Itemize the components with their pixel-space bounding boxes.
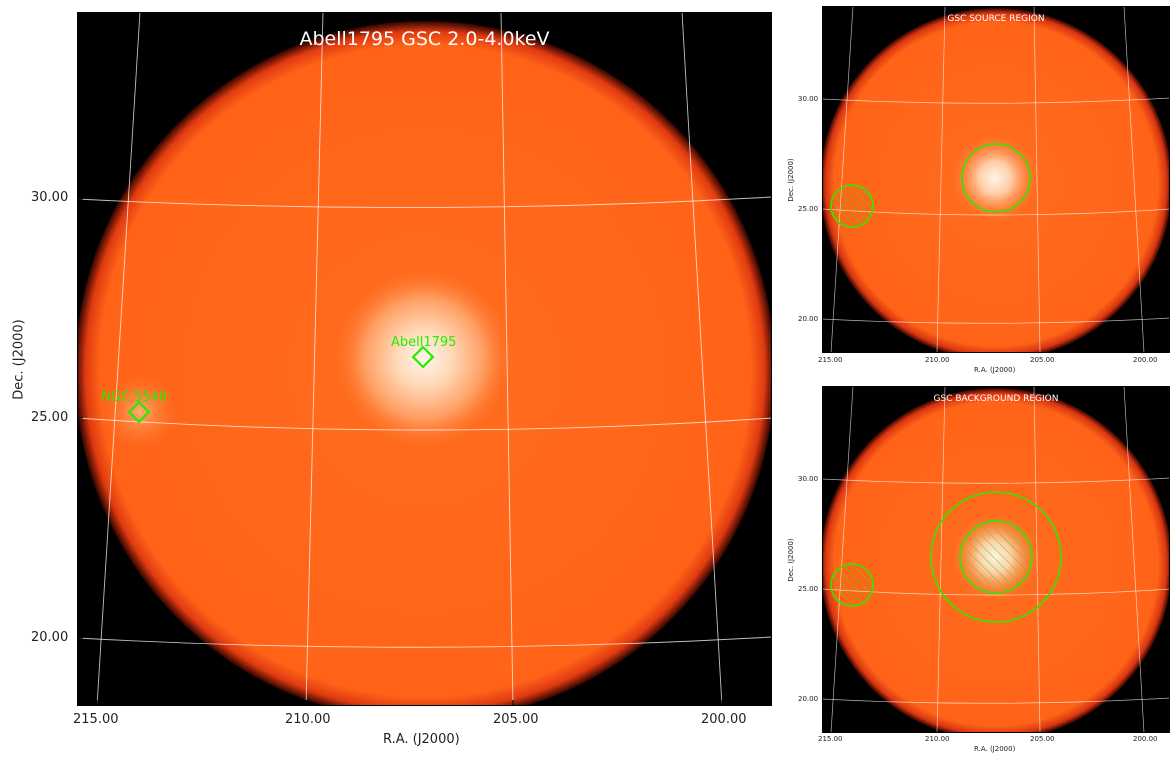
marker-label-abell1795: Abell1795 — [391, 335, 457, 350]
source-region-panel: GSC SOURCE REGION — [822, 6, 1170, 353]
source-y-axis-label: Dec. (J2000) — [787, 158, 795, 202]
source-x-tick-200: 200.00 — [1133, 356, 1158, 364]
background-panel-title: GSC BACKGROUND REGION — [933, 394, 1059, 404]
background-region-panel: GSC BACKGROUND REGION — [822, 386, 1170, 733]
main-title: Abell1795 GSC 2.0-4.0keV — [299, 28, 550, 50]
main-x-tick-215: 215.00 — [73, 712, 119, 727]
background-y-tick-20: 20.00 — [798, 695, 819, 703]
background-y-tick-25: 25.00 — [798, 585, 819, 593]
background-x-tick-205: 205.00 — [1030, 735, 1055, 743]
background-x-tick-215: 215.00 — [818, 735, 843, 743]
coordinate-grid — [77, 12, 772, 706]
background-x-tick-200: 200.00 — [1133, 735, 1158, 743]
source-x-tick-215: 215.00 — [818, 356, 843, 364]
source-x-tick-205: 205.00 — [1030, 356, 1055, 364]
main-y-tick-25: 25.00 — [31, 410, 69, 425]
source-y-tick-25: 25.00 — [798, 205, 819, 213]
background-y-axis-label: Dec. (J2000) — [787, 538, 795, 582]
main-y-tick-20: 20.00 — [31, 630, 69, 645]
background-sky-map — [822, 386, 1170, 733]
excluded-point-source-circle[interactable] — [830, 184, 874, 228]
source-region-circle[interactable] — [961, 143, 1031, 213]
main-x-tick-205: 205.00 — [493, 712, 539, 727]
main-image-panel: Abell1795 GSC 2.0-4.0keV Abell1795 NGC 5… — [77, 12, 772, 706]
marker-abell1795[interactable] — [411, 345, 435, 369]
excluded-point-source-circle[interactable] — [830, 563, 874, 607]
background-frame — [822, 386, 1170, 733]
background-annulus-outer[interactable] — [930, 491, 1062, 623]
main-x-tick-210: 210.00 — [285, 712, 331, 727]
source-x-axis-label: R.A. (J2000) — [974, 366, 1016, 374]
source-panel-title: GSC SOURCE REGION — [947, 14, 1045, 24]
source-x-tick-210: 210.00 — [925, 356, 950, 364]
source-frame — [822, 6, 1170, 353]
marker-ngc5548[interactable] — [127, 400, 151, 424]
background-x-axis-label: R.A. (J2000) — [974, 745, 1016, 753]
main-y-axis-label: Dec. (J2000) — [11, 319, 27, 400]
cluster-emission — [332, 266, 516, 450]
source-y-tick-20: 20.00 — [798, 315, 819, 323]
main-x-tick-200: 200.00 — [701, 712, 747, 727]
marker-label-ngc5548: NGC 5548 — [101, 390, 168, 405]
main-sky-map — [77, 12, 772, 706]
main-y-tick-30: 30.00 — [31, 190, 69, 205]
main-frame-ticks — [77, 12, 772, 706]
background-x-tick-210: 210.00 — [925, 735, 950, 743]
main-x-axis-label: R.A. (J2000) — [383, 732, 460, 747]
source-y-tick-30: 30.00 — [798, 95, 819, 103]
background-annulus-inner[interactable] — [959, 520, 1033, 594]
source-sky-map — [822, 6, 1170, 353]
background-y-tick-30: 30.00 — [798, 475, 819, 483]
